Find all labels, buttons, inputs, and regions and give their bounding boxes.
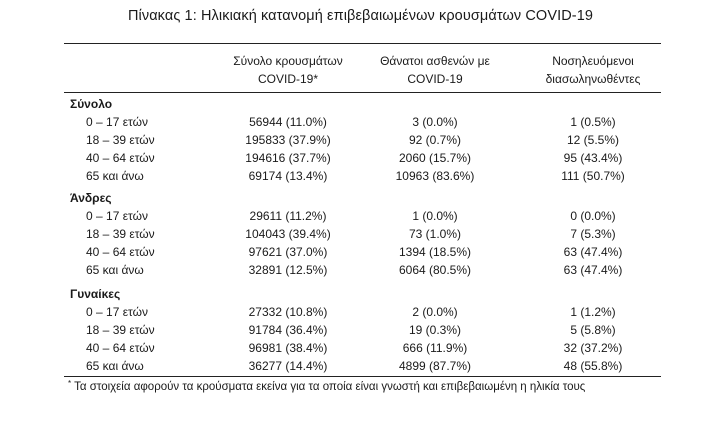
cell-cases: 36277 (14.4%) <box>248 359 328 373</box>
cell-deaths: 92 (0.7%) <box>408 133 462 147</box>
table-row: 40 – 64 ετών 97621 (37.0%) 1394 (18.5%) … <box>64 243 661 261</box>
cell-intubated: 95 (43.4%) <box>563 151 623 165</box>
table-row: 0 – 17 ετών 56944 (11.0%) 3 (0.0%) 1 (0.… <box>64 113 661 131</box>
cell-cases: 69174 (13.4%) <box>248 169 328 183</box>
cell-intubated: 63 (47.4%) <box>563 263 623 277</box>
cell-intubated: 1 (0.5%) <box>570 115 616 129</box>
cell-cases: 96981 (38.4%) <box>248 341 328 355</box>
column-header-line: Σύνολο κρουσμάτων <box>233 54 343 68</box>
header-rule <box>64 92 661 93</box>
bottom-rule <box>64 376 661 377</box>
cell-deaths: 666 (11.9%) <box>402 341 468 355</box>
row-label: 65 και άνω <box>86 359 144 373</box>
table-title: Πίνακας 1: Ηλικιακή κατανομή επιβεβαιωμέ… <box>127 8 594 24</box>
cell-deaths: 2 (0.0%) <box>412 305 458 319</box>
table-row: 18 – 39 ετών 104043 (39.4%) 73 (1.0%) 7 … <box>64 225 661 243</box>
row-label: 18 – 39 ετών <box>86 133 155 147</box>
row-label: 0 – 17 ετών <box>86 209 148 223</box>
cell-deaths: 3 (0.0%) <box>412 115 458 129</box>
row-label: 40 – 64 ετών <box>86 245 155 259</box>
cell-intubated: 111 (50.7%) <box>561 169 625 183</box>
cell-deaths: 6064 (80.5%) <box>398 263 472 277</box>
cell-intubated: 32 (37.2%) <box>563 341 623 355</box>
cell-cases: 29611 (11.2%) <box>249 209 327 223</box>
cell-intubated: 12 (5.5%) <box>566 133 620 147</box>
footnote-text: Τα στοιχεία αφορούν τα κρούσματα εκείνα … <box>71 381 586 393</box>
column-header-total-cases: Σύνολο κρουσμάτων COVID-19* <box>218 52 358 88</box>
cell-intubated: 7 (5.3%) <box>570 227 616 241</box>
cell-deaths: 19 (0.3%) <box>408 323 462 337</box>
row-label: 18 – 39 ετών <box>86 227 155 241</box>
column-header-line: COVID-19 <box>407 72 463 86</box>
cell-deaths: 1 (0.0%) <box>412 209 458 223</box>
column-header-line: Νοσηλευόμενοι <box>552 54 634 68</box>
row-label: 0 – 17 ετών <box>86 115 148 129</box>
cell-intubated: 63 (47.4%) <box>563 245 623 259</box>
cell-cases: 56944 (11.0%) <box>249 115 327 129</box>
row-label: 40 – 64 ετών <box>86 341 155 355</box>
row-label: 18 – 39 ετών <box>86 323 155 337</box>
section-title-total: Σύνολο <box>70 97 113 111</box>
row-label: 65 και άνω <box>86 263 144 277</box>
column-header-line: διασωληνωθέντες <box>545 72 641 86</box>
row-label: 0 – 17 ετών <box>86 305 148 319</box>
column-header-deaths: Θάνατοι ασθενών με COVID-19 <box>365 52 505 88</box>
cell-intubated: 0 (0.0%) <box>570 209 616 223</box>
cell-intubated: 48 (55.8%) <box>563 359 623 373</box>
row-label: 40 – 64 ετών <box>86 151 155 165</box>
cell-deaths: 73 (1.0%) <box>408 227 462 241</box>
section-title-women: Γυναίκες <box>70 287 121 301</box>
table-row: 65 και άνω 32891 (12.5%) 6064 (80.5%) 63… <box>64 261 661 279</box>
cell-cases: 194616 (37.7%) <box>245 151 331 165</box>
cell-cases: 97621 (37.0%) <box>248 245 328 259</box>
cell-cases: 195833 (37.9%) <box>245 133 331 147</box>
cell-cases: 27332 (10.8%) <box>248 305 328 319</box>
table-row: 18 – 39 ετών 91784 (36.4%) 19 (0.3%) 5 (… <box>64 321 661 339</box>
table-row: 40 – 64 ετών 96981 (38.4%) 666 (11.9%) 3… <box>64 339 661 357</box>
column-header-line: COVID-19* <box>257 72 319 86</box>
cell-deaths: 10963 (83.6%) <box>395 169 475 183</box>
footnote: * Τα στοιχεία αφορούν τα κρούσματα εκείν… <box>68 379 586 393</box>
row-label: 65 και άνω <box>86 169 144 183</box>
table-row: 40 – 64 ετών 194616 (37.7%) 2060 (15.7%)… <box>64 149 661 167</box>
cell-cases: 104043 (39.4%) <box>245 227 331 241</box>
table-row: 0 – 17 ετών 27332 (10.8%) 2 (0.0%) 1 (1.… <box>64 303 661 321</box>
cell-cases: 91784 (36.4%) <box>248 323 328 337</box>
cell-cases: 32891 (12.5%) <box>248 263 328 277</box>
cell-intubated: 5 (5.8%) <box>570 323 616 337</box>
footnote-marker: * <box>68 379 72 388</box>
cell-intubated: 1 (1.2%) <box>570 305 616 319</box>
column-header-intubated: Νοσηλευόμενοι διασωληνωθέντες <box>528 52 658 88</box>
section-title-men: Άνδρες <box>70 191 112 205</box>
column-header-line: Θάνατοι ασθενών με <box>380 54 490 68</box>
cell-deaths: 1394 (18.5%) <box>398 245 472 259</box>
table-row: 65 και άνω 36277 (14.4%) 4899 (87.7%) 48… <box>64 357 661 375</box>
table-row: 0 – 17 ετών 29611 (11.2%) 1 (0.0%) 0 (0.… <box>64 207 661 225</box>
cell-deaths: 4899 (87.7%) <box>398 359 472 373</box>
table-row: 18 – 39 ετών 195833 (37.9%) 92 (0.7%) 12… <box>64 131 661 149</box>
cell-deaths: 2060 (15.7%) <box>398 151 472 165</box>
table-row: 65 και άνω 69174 (13.4%) 10963 (83.6%) 1… <box>64 167 661 185</box>
top-rule <box>64 43 661 44</box>
